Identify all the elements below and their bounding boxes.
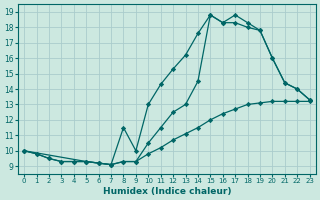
X-axis label: Humidex (Indice chaleur): Humidex (Indice chaleur) — [103, 187, 231, 196]
